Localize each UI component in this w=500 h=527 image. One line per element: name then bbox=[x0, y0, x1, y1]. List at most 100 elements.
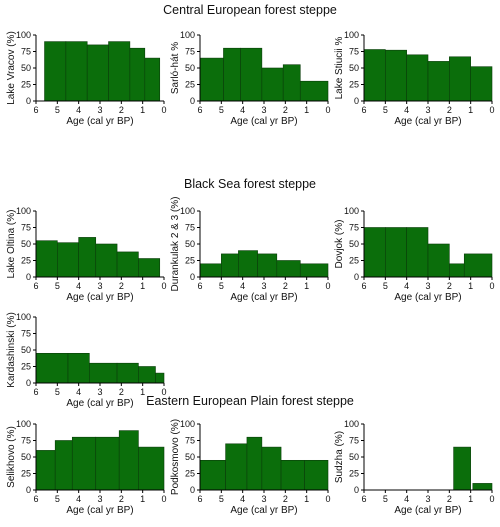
bar bbox=[108, 41, 131, 102]
bar bbox=[35, 450, 56, 491]
x-tick-label: 3 bbox=[97, 105, 102, 115]
x-tick-label: 3 bbox=[261, 105, 266, 115]
x-tick-label: 3 bbox=[425, 494, 430, 504]
bar bbox=[35, 352, 69, 384]
bar bbox=[89, 362, 118, 384]
x-axis-label: Age (cal yr BP) bbox=[230, 292, 297, 303]
x-tick-label: 2 bbox=[447, 281, 452, 291]
x-tick-label: 5 bbox=[55, 494, 60, 504]
x-tick-label: 4 bbox=[404, 105, 409, 115]
x-axis-label: Age (cal yr BP) bbox=[66, 292, 133, 303]
y-axis-label: Lake Vracov (%) bbox=[6, 31, 17, 105]
bar bbox=[472, 483, 493, 491]
x-tick-label: 0 bbox=[489, 494, 494, 504]
bar bbox=[299, 80, 329, 102]
bar bbox=[86, 44, 109, 102]
y-tick-label: 25 bbox=[349, 469, 359, 479]
bar bbox=[299, 263, 329, 278]
x-tick-label: 1 bbox=[140, 281, 145, 291]
x-axis-label: Age (cal yr BP) bbox=[394, 116, 461, 127]
bar bbox=[54, 440, 73, 491]
x-tick-label: 0 bbox=[325, 281, 330, 291]
x-tick-label: 3 bbox=[425, 281, 430, 291]
y-tick-label: 0 bbox=[354, 96, 359, 106]
y-axis-label: Kardashinski (%) bbox=[6, 312, 17, 388]
x-tick-label: 0 bbox=[161, 494, 166, 504]
bar bbox=[453, 446, 471, 491]
y-tick-label: 75 bbox=[185, 436, 195, 446]
x-tick-label: 4 bbox=[404, 494, 409, 504]
y-tick-label: 0 bbox=[26, 272, 31, 282]
x-tick-label: 6 bbox=[33, 105, 38, 115]
bar bbox=[78, 237, 97, 278]
bar bbox=[246, 436, 263, 491]
bar bbox=[449, 56, 471, 102]
chart-panel: 0 25 50 75 100 6 5 4 3 2 1 0 Age (cal yr BP) Sudzha (… bbox=[334, 419, 495, 516]
y-axis-label: Podkosmovo (%) bbox=[170, 419, 181, 495]
bar bbox=[238, 250, 258, 278]
section-title-black-sea: Black Sea forest steppe bbox=[184, 177, 316, 191]
y-tick-label: 75 bbox=[21, 436, 31, 446]
x-tick-label: 1 bbox=[140, 105, 145, 115]
y-tick-label: 100 bbox=[16, 312, 31, 322]
y-tick-label: 100 bbox=[180, 30, 195, 40]
bar bbox=[406, 54, 429, 102]
y-tick-label: 50 bbox=[21, 63, 31, 73]
y-tick-label: 25 bbox=[21, 80, 31, 90]
x-tick-label: 2 bbox=[119, 494, 124, 504]
y-tick-label: 25 bbox=[349, 80, 359, 90]
bar bbox=[71, 436, 97, 491]
x-tick-label: 1 bbox=[140, 387, 145, 397]
bar bbox=[282, 64, 301, 102]
x-tick-label: 5 bbox=[55, 281, 60, 291]
bar bbox=[67, 352, 90, 384]
x-tick-label: 6 bbox=[33, 281, 38, 291]
x-tick-label: 1 bbox=[304, 281, 309, 291]
y-tick-label: 0 bbox=[354, 485, 359, 495]
chart-panel: 0 25 50 75 100 6 5 4 3 2 1 0 Age (cal yr BP) Lake Sti… bbox=[334, 30, 495, 127]
y-tick-label: 0 bbox=[26, 378, 31, 388]
bar bbox=[35, 240, 58, 278]
x-tick-label: 6 bbox=[361, 105, 366, 115]
y-tick-label: 75 bbox=[185, 47, 195, 57]
x-tick-label: 1 bbox=[140, 494, 145, 504]
y-axis-label: Sudzha (%) bbox=[334, 431, 345, 483]
x-axis-label: Age (cal yr BP) bbox=[230, 116, 297, 127]
bar bbox=[199, 459, 226, 491]
section-title-central: Central European forest steppe bbox=[163, 3, 337, 17]
x-tick-label: 2 bbox=[283, 494, 288, 504]
bar bbox=[261, 446, 282, 491]
x-tick-label: 0 bbox=[325, 105, 330, 115]
y-tick-label: 25 bbox=[185, 469, 195, 479]
y-tick-label: 100 bbox=[16, 419, 31, 429]
x-tick-label: 5 bbox=[383, 105, 388, 115]
chart-panel: 0 25 50 75 100 6 5 4 3 2 1 0 Age (cal yr BP) Podkosmo… bbox=[170, 419, 331, 516]
y-tick-label: 100 bbox=[344, 206, 359, 216]
x-tick-label: 1 bbox=[304, 494, 309, 504]
y-tick-label: 25 bbox=[21, 362, 31, 372]
y-tick-label: 75 bbox=[185, 223, 195, 233]
y-tick-label: 50 bbox=[185, 63, 195, 73]
x-tick-label: 2 bbox=[283, 281, 288, 291]
bar bbox=[199, 263, 222, 278]
bar bbox=[95, 243, 118, 278]
x-tick-label: 4 bbox=[76, 105, 81, 115]
y-tick-label: 75 bbox=[349, 47, 359, 57]
x-tick-label: 1 bbox=[468, 105, 473, 115]
bar bbox=[138, 446, 165, 491]
x-tick-label: 2 bbox=[119, 387, 124, 397]
x-tick-label: 3 bbox=[425, 105, 430, 115]
bar bbox=[116, 251, 139, 278]
bar bbox=[240, 47, 263, 102]
x-tick-label: 5 bbox=[383, 494, 388, 504]
bar bbox=[221, 253, 239, 278]
y-tick-label: 25 bbox=[21, 256, 31, 266]
x-tick-label: 3 bbox=[261, 494, 266, 504]
x-tick-label: 5 bbox=[219, 105, 224, 115]
y-tick-label: 100 bbox=[180, 419, 195, 429]
y-tick-label: 50 bbox=[21, 239, 31, 249]
x-tick-label: 0 bbox=[161, 281, 166, 291]
x-tick-label: 6 bbox=[33, 387, 38, 397]
x-axis-label: Age (cal yr BP) bbox=[66, 505, 133, 516]
y-tick-label: 0 bbox=[26, 485, 31, 495]
